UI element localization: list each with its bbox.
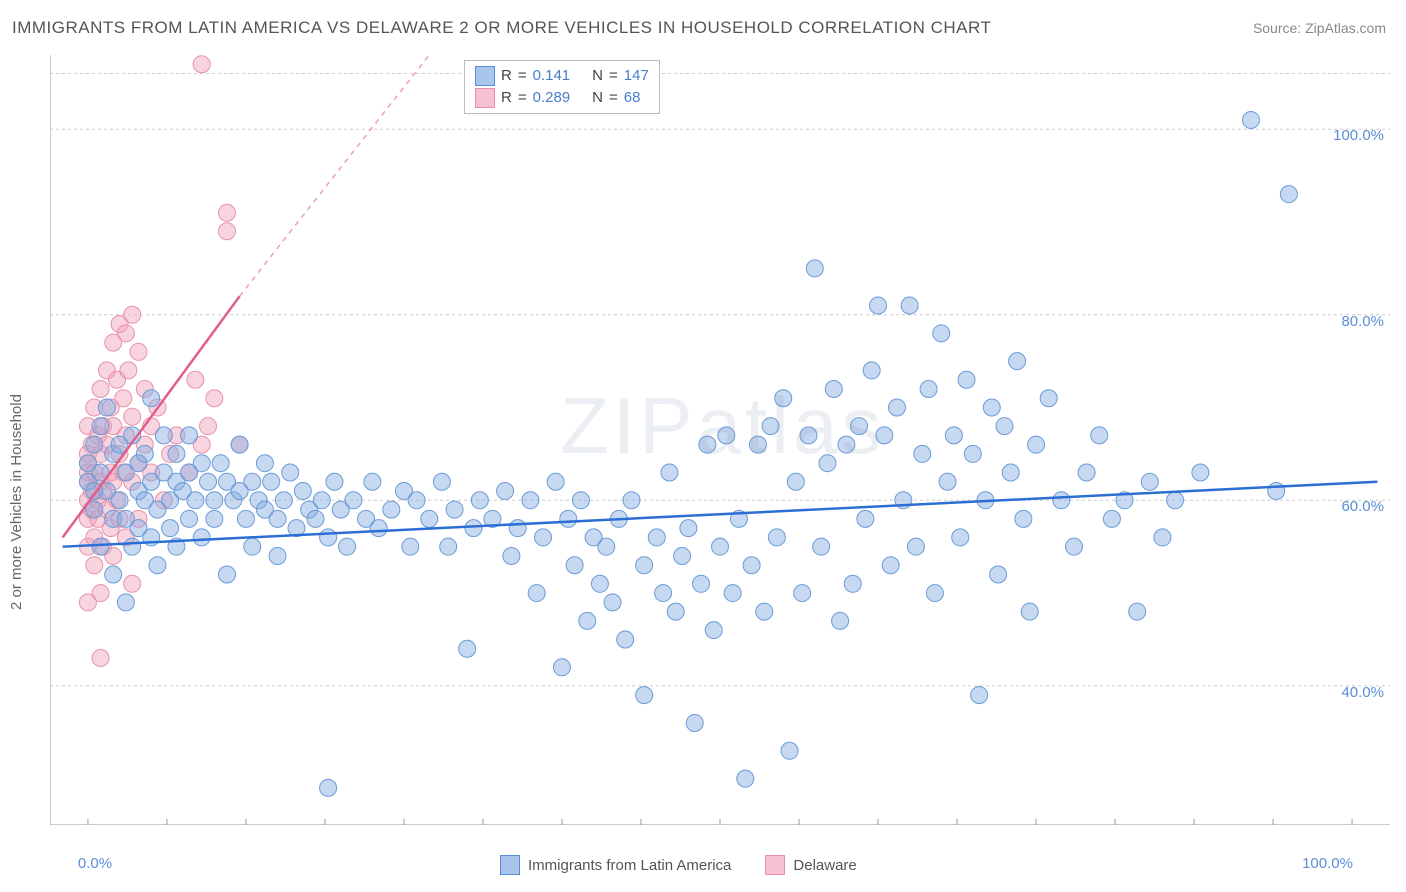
series-legend: Immigrants from Latin America Delaware [500,855,857,875]
swatch-blue [475,66,495,86]
correlation-legend: R = 0.141 N = 147 R = 0.289 N = 68 [464,60,660,114]
n-label: N [592,87,603,109]
y-tick-label: 60.0% [1341,498,1384,515]
swatch-pink [475,88,495,108]
n-value-pink: 68 [624,87,641,109]
source-name: ZipAtlas.com [1305,20,1386,36]
swatch-blue [500,855,520,875]
r-label: R [501,87,512,109]
y-axis-label: 2 or more Vehicles in Household [8,394,25,610]
n-value-blue: 147 [624,65,649,87]
eq: = [609,65,618,87]
r-value-blue: 0.141 [533,65,571,87]
eq: = [518,87,527,109]
x-tick-label: 0.0% [78,855,112,872]
source-prefix: Source: [1253,20,1305,36]
series-label-blue: Immigrants from Latin America [528,857,731,874]
series-label-pink: Delaware [793,857,856,874]
y-tick-label: 40.0% [1341,684,1384,701]
eq: = [609,87,618,109]
scatter-plot [50,55,1390,825]
eq: = [518,65,527,87]
legend-row-blue: R = 0.141 N = 147 [475,65,649,87]
swatch-pink [765,855,785,875]
y-tick-label: 100.0% [1333,127,1384,144]
chart-title: IMMIGRANTS FROM LATIN AMERICA VS DELAWAR… [12,18,991,38]
source-attribution: Source: ZipAtlas.com [1253,20,1386,36]
r-value-pink: 0.289 [533,87,571,109]
x-tick-label: 100.0% [1302,855,1353,872]
legend-row-pink: R = 0.289 N = 68 [475,87,649,109]
n-label: N [592,65,603,87]
r-label: R [501,65,512,87]
y-tick-label: 80.0% [1341,313,1384,330]
